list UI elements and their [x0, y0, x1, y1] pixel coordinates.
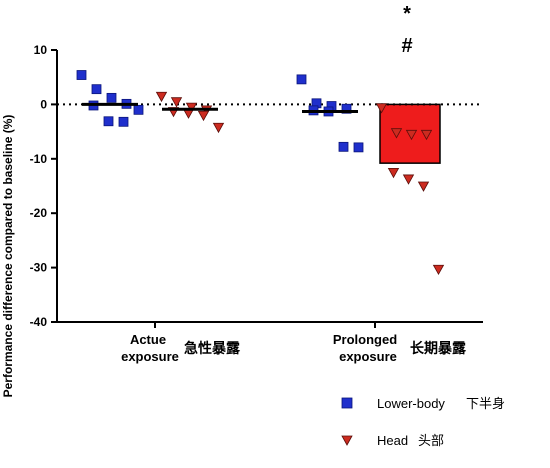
point-head-1-7	[432, 264, 445, 276]
point-lower-body-1-7	[353, 142, 364, 153]
legend-marker-head	[341, 435, 353, 446]
point-head-1-1	[390, 128, 403, 139]
legend-label-lower-body: Lower-body	[377, 396, 445, 411]
point-lower-body-0-0	[76, 70, 87, 80]
y-tick-label--10: -10	[30, 152, 48, 166]
point-head-1-2	[405, 129, 418, 141]
point-head-1-3	[420, 129, 433, 141]
point-head-0-7	[212, 122, 225, 134]
point-head-0-6	[197, 110, 210, 122]
mean-lines-layer	[82, 102, 358, 113]
legend-label-head: Head	[377, 433, 408, 448]
point-head-1-5	[402, 174, 415, 185]
y-axis-title: Performance difference compared to basel…	[1, 115, 15, 398]
point-head-1-6	[417, 181, 430, 192]
legend-marker-lower-body	[341, 397, 353, 409]
y-tick-label--40: -40	[30, 315, 48, 329]
category-label-cn-1: 长期暴露	[410, 340, 467, 357]
point-head-0-1	[170, 97, 183, 108]
points-layer	[76, 70, 445, 276]
y-tick-label--30: -30	[30, 261, 48, 275]
point-head-1-4	[387, 168, 400, 179]
point-lower-body-0-1	[91, 84, 102, 95]
point-lower-body-0-7	[133, 104, 144, 115]
category-label-line1-0: Actue	[130, 332, 166, 347]
category-label-cn-0: 急性暴露	[184, 340, 241, 357]
category-label-line2-1: exposure	[339, 349, 397, 364]
point-lower-body-0-6	[118, 116, 129, 127]
legend-label-cn-lower-body: 下半身	[466, 396, 505, 412]
axes-layer: 10 0 -10 -20 -30 -40	[30, 43, 483, 329]
point-lower-body-1-0	[296, 74, 307, 85]
labels-layer: Performance difference compared to basel…	[1, 3, 467, 397]
annotation-hash: #	[401, 35, 412, 57]
y-tick-label-10: 10	[34, 43, 48, 57]
category-label-line2-0: exposure	[121, 349, 179, 364]
point-lower-body-0-5	[103, 116, 114, 127]
point-lower-body-1-3	[341, 103, 352, 114]
point-head-1-0	[375, 103, 388, 114]
legend: Lower-body 下半身 Head 头部	[341, 396, 505, 449]
point-lower-body-0-2	[106, 92, 117, 103]
annotation-asterisk: *	[403, 3, 411, 25]
point-head-0-0	[155, 91, 168, 103]
y-tick-label--20: -20	[30, 206, 48, 220]
point-head-0-2	[185, 102, 198, 113]
y-tick-label-0: 0	[40, 97, 47, 111]
category-label-line1-1: Prolonged	[333, 332, 397, 347]
legend-label-cn-head: 头部	[418, 434, 444, 449]
point-lower-body-1-6	[338, 141, 349, 152]
